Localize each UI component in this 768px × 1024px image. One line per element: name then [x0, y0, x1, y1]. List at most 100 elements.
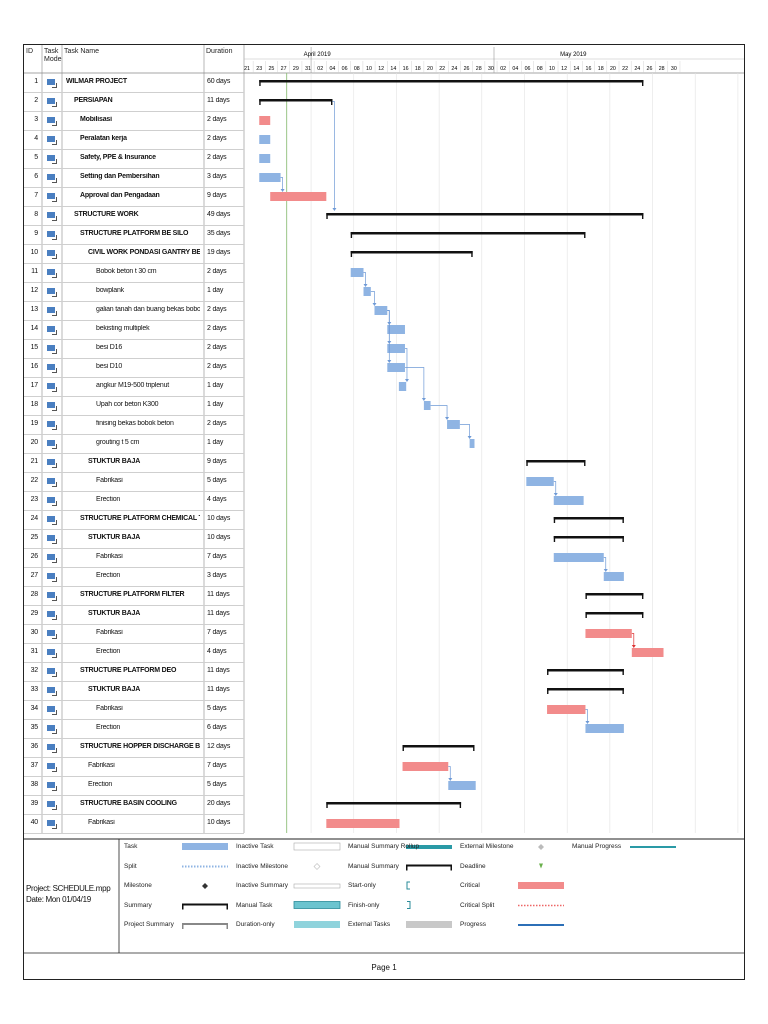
legend-label: Summary — [124, 901, 152, 909]
header-task-name: Task Name — [64, 48, 100, 55]
task-id: 12 — [30, 287, 38, 294]
auto-scheduled-icon — [47, 250, 57, 259]
auto-scheduled-icon — [47, 649, 57, 658]
task-name: STRUCTURE HOPPER DISCHARGE BE — [80, 743, 200, 750]
critical-task-bar — [326, 819, 400, 828]
row-separator — [24, 795, 244, 796]
task-id: 11 — [31, 268, 38, 275]
legend-start-only-symbol — [406, 881, 410, 890]
dependency-arrow — [445, 417, 450, 420]
task-id: 3 — [34, 116, 38, 123]
task-bar — [398, 382, 407, 391]
dependency-arrow — [448, 778, 453, 781]
task-duration: 4 days — [207, 648, 227, 655]
summary-bar-end-cap — [641, 213, 644, 219]
summary-bar-end-cap — [473, 745, 475, 751]
task-name: Fabrikasi — [96, 705, 123, 712]
row-separator — [24, 206, 244, 207]
task-id: 35 — [30, 724, 38, 731]
task-name: Erection — [96, 648, 121, 655]
timescale-day-label: 14 — [573, 66, 579, 72]
task-id: 40 — [30, 819, 38, 826]
row-separator — [24, 358, 244, 359]
timescale-day-label: 16 — [403, 66, 409, 72]
timescale-day-label: 06 — [525, 66, 531, 72]
legend-label: Finish-only — [348, 901, 380, 909]
task-duration: 11 days — [207, 686, 230, 693]
timescale-day-label: 22 — [439, 66, 445, 72]
row-separator — [24, 510, 244, 511]
auto-scheduled-icon — [47, 573, 57, 582]
task-duration: 35 days — [207, 230, 231, 237]
legend-label: Project Summary — [124, 921, 174, 928]
summary-bar-end-cap — [622, 688, 624, 694]
page-number: Page 1 — [371, 963, 397, 972]
timescale-day-label: 25 — [268, 66, 274, 72]
summary-bar — [585, 593, 644, 596]
auto-scheduled-icon — [47, 288, 57, 297]
timescale-day-label: 26 — [647, 66, 653, 72]
task-duration: 2 days — [207, 420, 227, 427]
timescale-day-label: 18 — [598, 66, 604, 72]
summary-bar-end-cap — [584, 460, 586, 466]
legend-label: Start-only — [348, 882, 376, 889]
timescale-day-label: 24 — [634, 66, 640, 72]
legend-project-summary-symbol — [182, 923, 228, 925]
legend-label: Manual Summary — [348, 862, 399, 870]
auto-scheduled-icon — [47, 364, 57, 373]
summary-bar-end-cap — [584, 232, 586, 238]
task-id: 29 — [30, 610, 38, 617]
task-name: Mobilisasi — [80, 116, 112, 123]
legend-deadline-symbol — [539, 863, 543, 869]
summary-bar — [547, 688, 624, 691]
auto-scheduled-icon — [47, 630, 57, 639]
dependency-link — [631, 633, 635, 647]
summary-bar-start-cap — [553, 517, 556, 523]
task-name: Peralatan kerja — [80, 135, 127, 142]
task-name: Fabrikasi — [88, 762, 115, 769]
task-name: finising bekas bobok beton — [96, 420, 174, 427]
task-duration: 11 days — [207, 610, 230, 617]
task-name: Setting dan Pembersihan — [80, 173, 160, 180]
dependency-arrow — [372, 303, 377, 306]
timescale-day-label: 14 — [390, 66, 396, 72]
task-duration: 2 days — [207, 306, 227, 313]
summary-bar — [526, 460, 586, 463]
timescale-month-label: April 2019 — [304, 52, 332, 58]
legend-external-milestone-symbol — [538, 844, 544, 850]
summary-bar-end-cap — [622, 536, 624, 542]
task-duration: 49 days — [207, 211, 231, 218]
auto-scheduled-icon — [47, 269, 57, 278]
summary-bar — [585, 612, 644, 615]
row-separator — [24, 586, 244, 587]
timescale-day-label: 30 — [488, 66, 494, 72]
task-id: 25 — [30, 534, 38, 541]
legend-external-tasks-symbol — [406, 921, 452, 928]
task-bar — [259, 135, 271, 144]
task-id: 2 — [34, 97, 38, 104]
legend-milestone-symbol — [202, 883, 208, 889]
row-separator — [24, 92, 244, 93]
timescale-day-label: 08 — [537, 66, 543, 72]
row-separator — [24, 681, 244, 682]
task-bar — [350, 268, 364, 277]
task-duration: 10 days — [207, 819, 231, 826]
dependency-link — [387, 310, 390, 362]
dependency-link — [585, 709, 588, 723]
task-name: grouting t 5 cm — [96, 439, 140, 446]
row-separator — [24, 757, 244, 758]
task-name: besi D16 — [96, 344, 123, 351]
task-name: STUKTUR BAJA — [88, 534, 141, 541]
critical-task-bar — [585, 629, 632, 638]
auto-scheduled-icon — [47, 801, 57, 810]
row-separator — [24, 529, 244, 530]
summary-bar — [326, 213, 644, 216]
task-id: 27 — [30, 572, 38, 579]
summary-bar-start-cap — [326, 802, 328, 808]
timescale-day-label: 04 — [329, 66, 335, 72]
project-name: Project: SCHEDULE.mpp — [26, 884, 111, 893]
project-info: Project: SCHEDULE.mpp Date: Mon 01/04/19 — [26, 883, 111, 905]
task-bar — [259, 173, 281, 182]
task-name: Erection — [96, 496, 121, 503]
